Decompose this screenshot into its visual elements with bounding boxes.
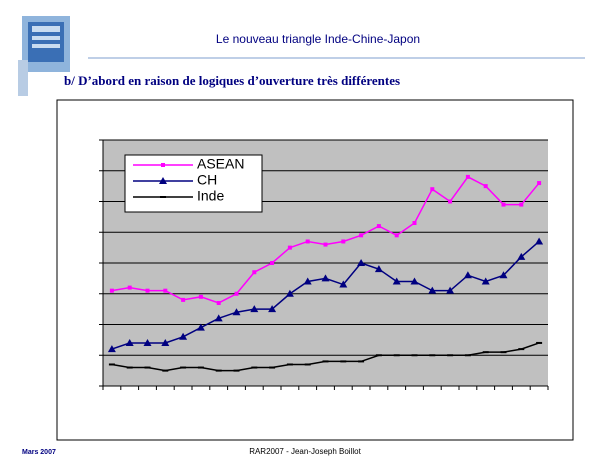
point bbox=[214, 314, 223, 322]
point bbox=[305, 239, 310, 244]
footer-date: Mars 2007 bbox=[22, 449, 56, 456]
legend-label: CH bbox=[197, 172, 217, 188]
point bbox=[145, 288, 150, 293]
point bbox=[125, 338, 134, 346]
legend-label: Inde bbox=[197, 188, 224, 204]
slide-title: Le nouveau triangle Inde-Chine-Japon bbox=[216, 32, 420, 46]
point bbox=[216, 300, 221, 305]
point bbox=[394, 233, 399, 238]
point bbox=[448, 199, 453, 204]
point bbox=[285, 289, 294, 297]
logo bbox=[18, 16, 70, 96]
point bbox=[161, 338, 170, 346]
legend-marker bbox=[159, 177, 167, 184]
point bbox=[303, 277, 312, 285]
point bbox=[181, 297, 186, 302]
point bbox=[339, 280, 348, 288]
point bbox=[234, 291, 239, 296]
point bbox=[481, 277, 490, 285]
point bbox=[430, 187, 435, 192]
point bbox=[341, 239, 346, 244]
point bbox=[179, 332, 188, 340]
point bbox=[196, 323, 205, 331]
point bbox=[463, 271, 472, 279]
point bbox=[519, 202, 524, 207]
point bbox=[410, 277, 419, 285]
legend-marker bbox=[161, 163, 165, 167]
point bbox=[359, 233, 364, 238]
point bbox=[428, 286, 437, 294]
point bbox=[109, 288, 114, 293]
point bbox=[376, 224, 381, 229]
point bbox=[268, 305, 277, 313]
point bbox=[499, 271, 508, 279]
point bbox=[412, 221, 417, 226]
point bbox=[483, 184, 488, 189]
point bbox=[465, 174, 470, 179]
point bbox=[357, 259, 366, 266]
point bbox=[232, 308, 241, 316]
point bbox=[270, 261, 275, 265]
point bbox=[374, 265, 383, 273]
point bbox=[143, 338, 152, 346]
point bbox=[537, 181, 542, 186]
point bbox=[321, 274, 330, 282]
slide-subtitle: b/ D’abord en raison de logiques d’ouver… bbox=[64, 73, 400, 88]
point bbox=[287, 245, 292, 250]
point bbox=[127, 285, 132, 290]
point bbox=[446, 286, 455, 294]
point bbox=[252, 270, 257, 275]
point bbox=[392, 277, 401, 285]
point bbox=[501, 202, 506, 207]
footer-text: RAR2007 - Jean-Joseph Boillot bbox=[249, 447, 361, 456]
point bbox=[323, 242, 328, 247]
point bbox=[250, 305, 259, 313]
point bbox=[163, 288, 168, 293]
point bbox=[535, 237, 544, 245]
point bbox=[198, 294, 203, 299]
point bbox=[517, 252, 526, 260]
point bbox=[107, 345, 116, 353]
legend-label: ASEAN bbox=[197, 156, 244, 172]
